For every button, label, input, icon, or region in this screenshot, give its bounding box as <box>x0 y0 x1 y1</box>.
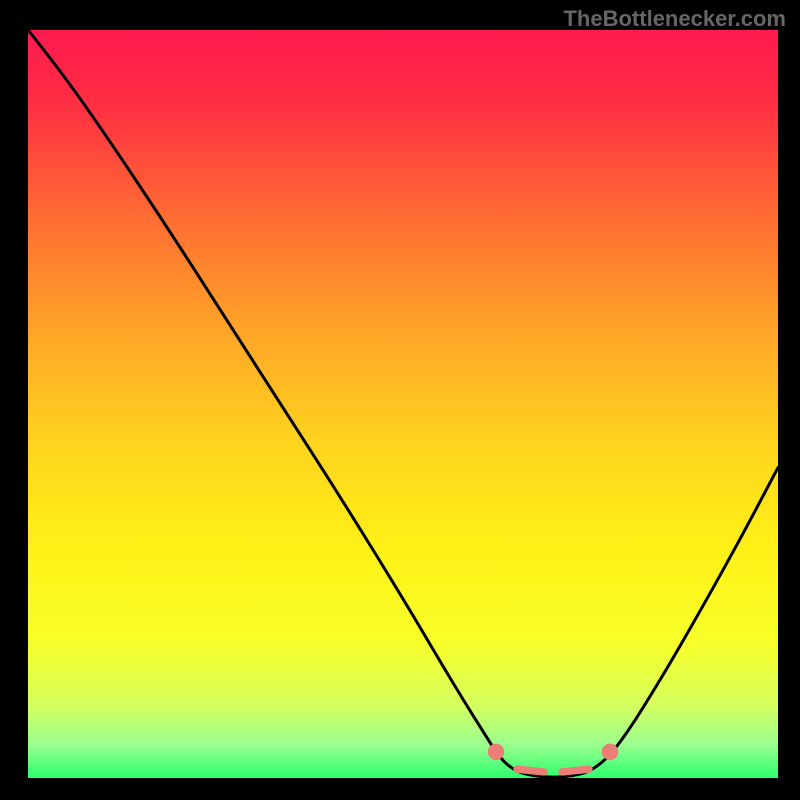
watermark-text: TheBottlenecker.com <box>563 6 786 32</box>
right-cap-dot <box>602 744 619 761</box>
plot-area <box>28 30 778 778</box>
left-cap-dash <box>517 769 544 772</box>
left-cap-dot <box>488 744 505 761</box>
right-cap-dash <box>562 769 589 772</box>
curve-end-caps <box>28 30 778 778</box>
